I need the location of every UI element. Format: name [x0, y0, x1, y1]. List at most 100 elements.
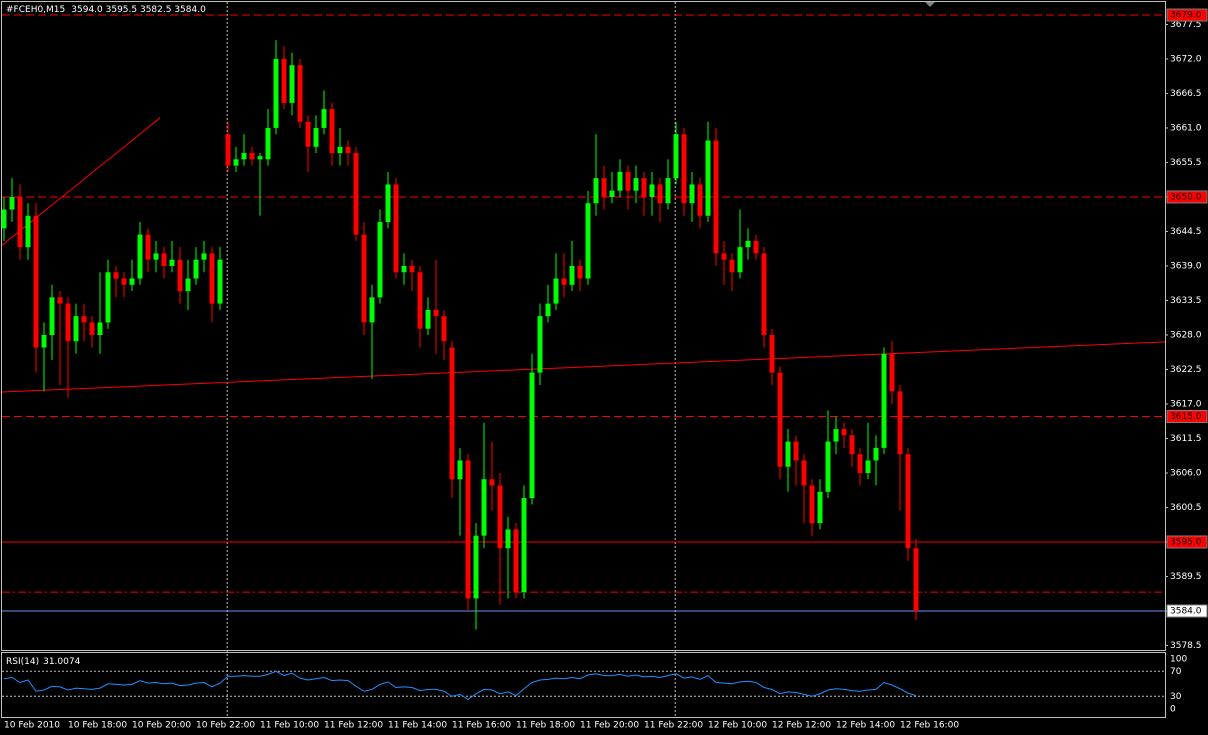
x-tick-label: 10 Feb 22:00 [196, 721, 255, 731]
candle-body [761, 253, 767, 335]
y-tick-label: 3655.5 [1170, 158, 1202, 168]
candle-body [849, 435, 855, 455]
candle-body [433, 309, 439, 317]
symbol: #FCEH0,M15 [6, 5, 65, 15]
level-label: 3595.0 [1170, 537, 1202, 547]
candle-body [169, 259, 175, 266]
candle-body [681, 134, 687, 204]
candle-body [449, 347, 455, 480]
candle-body [569, 265, 575, 285]
y-tick-label: 3661.0 [1170, 123, 1202, 133]
y-tick-label: 3611.5 [1170, 434, 1202, 444]
y-tick-label: 3666.5 [1170, 89, 1202, 99]
candle-body [401, 265, 407, 273]
x-tick-label: 11 Feb 22:00 [644, 721, 703, 731]
y-tick-label: 3622.5 [1170, 365, 1202, 375]
candle-body [113, 272, 119, 279]
x-tick-label: 11 Feb 10:00 [260, 721, 319, 731]
frame [1, 1, 1166, 718]
candle-body [537, 316, 543, 373]
candle-body [745, 240, 751, 248]
candle-body [153, 253, 159, 260]
x-tick-label: 11 Feb 14:00 [388, 721, 447, 731]
candle-body [673, 134, 679, 179]
candle-body [49, 297, 55, 335]
rsi-value: 31.0074 [43, 657, 80, 667]
y-tick-label: 3578.5 [1170, 641, 1202, 651]
candle-body [145, 234, 151, 260]
y-tick-label: 3617.0 [1170, 399, 1202, 409]
level-label-box [1166, 8, 1208, 22]
candle-body [361, 234, 367, 323]
y-tick-label: 3644.5 [1170, 227, 1202, 237]
candle-body [801, 460, 807, 486]
candle-body [577, 265, 583, 279]
candle-body [873, 447, 879, 461]
candle-body [817, 491, 823, 524]
candle-body [689, 184, 695, 204]
y-tick-label: 3628.0 [1170, 330, 1202, 340]
candle-body [657, 184, 663, 204]
candle-body [297, 65, 303, 122]
candle-body [329, 109, 335, 154]
candle-body [417, 272, 423, 329]
candle-body [265, 127, 271, 160]
candle-body [353, 153, 359, 235]
candle-body [697, 184, 703, 216]
candle-body [105, 272, 111, 323]
candle-body [385, 184, 391, 223]
candle-body [33, 215, 39, 348]
candle-body [625, 171, 631, 191]
level-label-box [1166, 535, 1208, 549]
candle-body [737, 247, 743, 273]
ohlc: 3594.0 3595.5 3582.5 3584.0 [71, 5, 206, 15]
candle-body [9, 196, 15, 210]
candle-body [809, 485, 815, 524]
candle-body [345, 146, 351, 154]
candle-body [17, 196, 23, 248]
candle-body [521, 498, 527, 593]
level-label-box [1166, 190, 1208, 204]
x-tick-label: 12 Feb 14:00 [836, 721, 895, 731]
x-tick-label: 10 Feb 18:00 [68, 721, 127, 731]
candle-body [729, 259, 735, 273]
candle-body [121, 278, 127, 285]
candle-body [465, 460, 471, 599]
candle-body [473, 535, 479, 599]
candle-body [89, 322, 95, 335]
candle-body [593, 178, 599, 204]
rsi-tick-label: 30 [1170, 692, 1182, 702]
candle-body [289, 65, 295, 103]
candle-body [57, 297, 63, 304]
level-label: 3615.0 [1170, 412, 1202, 422]
candle-body [249, 153, 255, 160]
candle-body [193, 259, 199, 279]
candle-body [81, 316, 87, 323]
y-tick-label: 3600.5 [1170, 503, 1202, 513]
candle-body [713, 140, 719, 254]
candle-body [273, 58, 279, 128]
candle-body [905, 454, 911, 549]
rsi-header: RSI(14) 31.0074 [6, 657, 81, 667]
x-tick-label: 10 Feb 2010 [4, 721, 60, 731]
rsi-name: RSI(14) [6, 657, 39, 667]
candle-body [337, 146, 343, 154]
candle-body [553, 278, 559, 304]
candle-body [649, 184, 655, 197]
candle-body [497, 485, 503, 549]
candle-body [705, 140, 711, 216]
candle-body [489, 479, 495, 486]
candle-body [305, 121, 311, 147]
y-tick-label: 3606.0 [1170, 468, 1202, 478]
y-tick-label: 3639.0 [1170, 261, 1202, 271]
x-tick-label: 11 Feb 18:00 [516, 721, 575, 731]
candle-body [505, 529, 511, 549]
candle-body [665, 178, 671, 204]
candle-body [209, 253, 215, 304]
candle-body [841, 429, 847, 436]
candle-body [545, 303, 551, 317]
candle-body [457, 460, 463, 480]
